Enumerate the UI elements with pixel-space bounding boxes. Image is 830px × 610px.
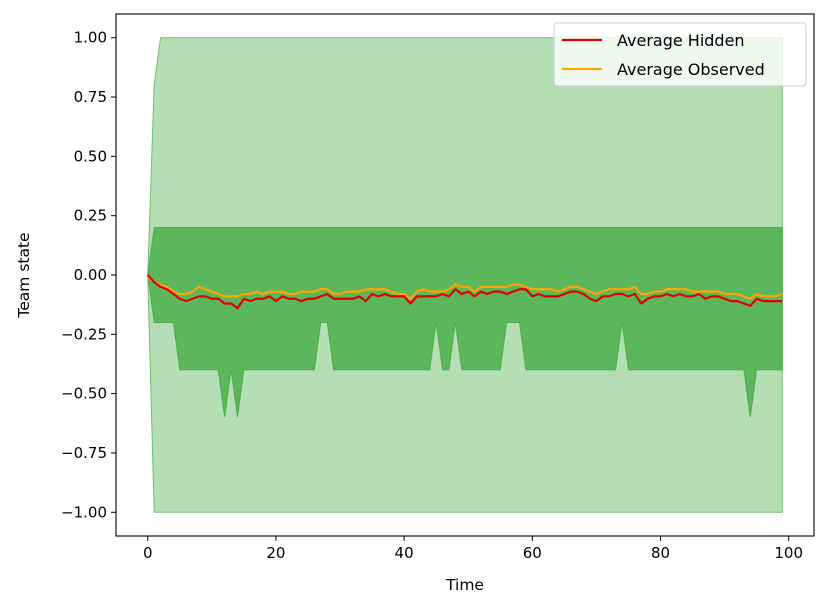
x-tick-label: 100	[774, 544, 803, 562]
legend-label-observed: Average Observed	[617, 60, 765, 79]
y-tick-label: 0.75	[74, 88, 107, 106]
x-tick-label: 80	[651, 544, 670, 562]
y-tick-label: −1.00	[61, 503, 107, 521]
series-layer	[146, 274, 783, 310]
y-tick-label: −0.50	[61, 385, 107, 403]
y-tick-label: 0.50	[74, 147, 107, 165]
bands-layer	[147, 37, 783, 513]
x-tick-label: 40	[395, 544, 414, 562]
legend: Average Hidden Average Observed	[553, 22, 807, 87]
x-ticks: 0 20 40 60 80 100	[143, 536, 803, 562]
x-tick-label: 0	[143, 544, 153, 562]
legend-label-hidden: Average Hidden	[617, 31, 745, 50]
series-line-hidden	[146, 274, 783, 310]
x-tick-label: 20	[266, 544, 285, 562]
y-axis-label: Team state	[15, 232, 33, 318]
y-ticks: 1.00 0.75 0.50 0.25 0.00 −0.25 −0.50 −0.75 −1.00	[61, 29, 116, 521]
x-tick-label: 60	[523, 544, 542, 562]
y-tick-label: 0.00	[74, 266, 107, 284]
y-tick-label: 0.25	[74, 207, 107, 225]
legend-box	[553, 22, 807, 87]
y-tick-label: −0.25	[61, 325, 107, 343]
band-1	[147, 227, 783, 418]
y-tick-label: −0.75	[61, 444, 107, 462]
y-tick-label: 1.00	[74, 29, 107, 47]
series-line-observed	[147, 276, 783, 300]
x-axis-label: Time	[445, 576, 484, 594]
